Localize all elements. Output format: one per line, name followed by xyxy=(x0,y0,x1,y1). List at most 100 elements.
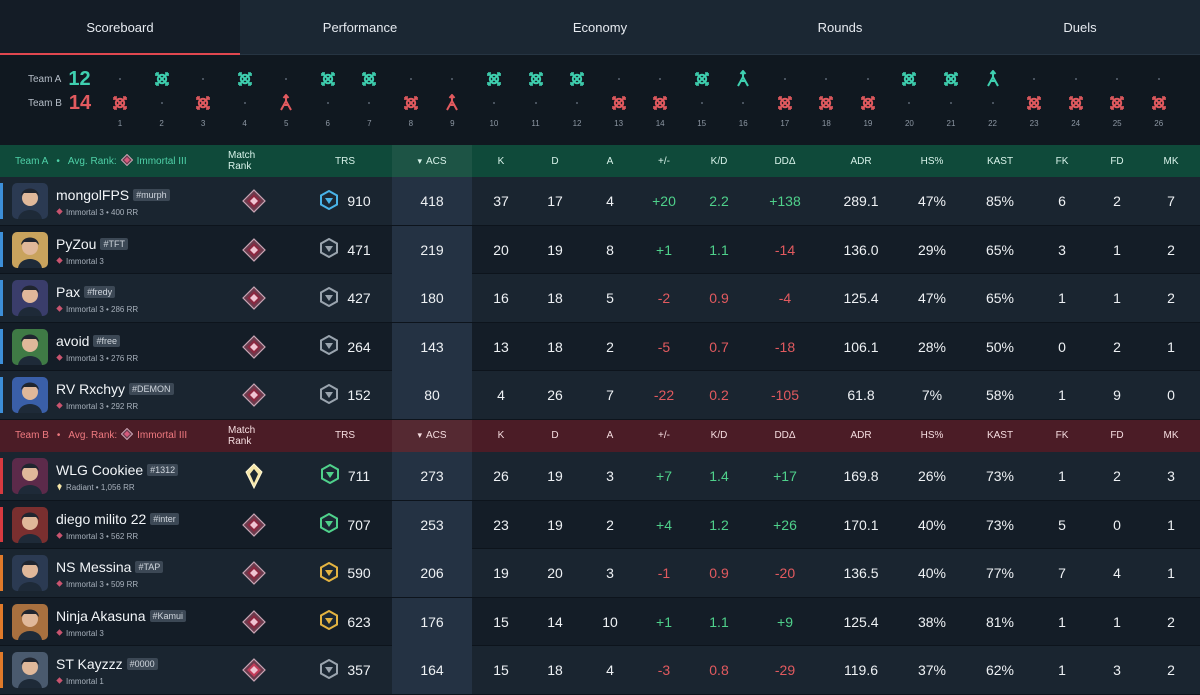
round-22[interactable]: 22 xyxy=(978,55,1008,145)
col-header-d[interactable]: D xyxy=(551,430,559,442)
round-3[interactable]: 3 xyxy=(188,55,218,145)
round-8[interactable]: 8 xyxy=(396,55,426,145)
stat-adr: 136.5 xyxy=(843,565,879,582)
round-11[interactable]: 11 xyxy=(521,55,551,145)
tab-economy[interactable]: Economy xyxy=(572,19,628,35)
col-header-dd[interactable]: DDΔ xyxy=(774,155,796,167)
col-header-pm[interactable]: +/- xyxy=(658,430,670,442)
round-4[interactable]: 4 xyxy=(230,55,260,145)
round-12[interactable]: 12 xyxy=(562,55,592,145)
player-name[interactable]: Pax xyxy=(56,284,81,301)
player-name[interactable]: NS Messina xyxy=(56,559,132,576)
player-row[interactable]: NS Messina #TAP Immortal 3 • 509 RR 590 206 1… xyxy=(0,549,1200,598)
round-10[interactable]: 10 xyxy=(479,55,509,145)
round-7[interactable]: 7 xyxy=(354,55,384,145)
round-13[interactable]: 13 xyxy=(604,55,634,145)
player-tag: #Kamui xyxy=(149,609,187,622)
round-16[interactable]: 16 xyxy=(728,55,758,145)
col-header-kast[interactable]: KAST xyxy=(986,155,1014,167)
round-20[interactable]: 20 xyxy=(894,55,924,145)
player-row[interactable]: Ninja Akasuna #Kamui Immortal 3 623 176 15 14 1… xyxy=(0,597,1200,647)
player-name[interactable]: diego milito 22 xyxy=(56,510,147,527)
round-18[interactable]: 18 xyxy=(811,55,841,145)
elimination-win-icon xyxy=(570,72,584,86)
player-name[interactable]: PyZou xyxy=(56,235,97,252)
round-6[interactable]: 6 xyxy=(313,55,343,145)
col-header-d[interactable]: D xyxy=(551,155,559,167)
player-row[interactable]: RV Rxchyy #DEMON Immortal 3 • 292 RR 152 80 4… xyxy=(0,371,1200,420)
col-header-pm[interactable]: +/- xyxy=(658,155,670,167)
col-header-k[interactable]: K xyxy=(497,430,505,442)
round-14[interactable]: 14 xyxy=(645,55,675,145)
tab-duels[interactable]: Duels xyxy=(1063,19,1097,35)
round-15[interactable]: 15 xyxy=(687,55,717,145)
elimination-win-icon xyxy=(694,72,709,86)
col-header-adr[interactable]: ADR xyxy=(850,155,872,167)
player-name[interactable]: ST Kayzzz xyxy=(56,656,123,673)
stat-pm: +1 xyxy=(656,613,672,630)
stat-fd: 0 xyxy=(1113,516,1121,533)
col-header-fd[interactable]: FD xyxy=(1110,155,1124,167)
player-row[interactable]: avoid #free Immortal 3 • 276 RR 264 143 13 18 2… xyxy=(0,322,1200,372)
round-23[interactable]: 23 xyxy=(1019,55,1049,145)
round-number: 18 xyxy=(821,119,831,128)
round-team-a-cell xyxy=(521,67,551,91)
col-header-fk[interactable]: FK xyxy=(1055,430,1069,442)
col-header-mk[interactable]: MK xyxy=(1163,430,1179,442)
tab-rounds[interactable]: Rounds xyxy=(817,19,863,35)
round-team-b-cell xyxy=(188,91,218,115)
col-header-label: ACS xyxy=(425,155,447,167)
round-21[interactable]: 21 xyxy=(936,55,966,145)
col-header-kast[interactable]: KAST xyxy=(986,430,1014,442)
tab-performance[interactable]: Performance xyxy=(322,19,398,35)
round-2[interactable]: 2 xyxy=(147,55,177,145)
col-header-kd[interactable]: K/D xyxy=(710,155,728,167)
round-17[interactable]: 17 xyxy=(770,55,800,145)
player-row[interactable]: Pax #fredy Immortal 3 • 286 RR 427 180 16 18 5 -… xyxy=(0,274,1200,323)
col-header-fd[interactable]: FD xyxy=(1110,430,1124,442)
player-name[interactable]: WLG Cookiee xyxy=(56,461,144,478)
round-25[interactable]: 25 xyxy=(1102,55,1132,145)
player-rank-line: Radiant • 1,056 RR xyxy=(56,483,135,493)
col-header-adr[interactable]: ADR xyxy=(850,430,872,442)
stat-mk: 1 xyxy=(1167,338,1175,355)
stat-dd: +26 xyxy=(773,516,797,533)
col-header-hs[interactable]: HS% xyxy=(920,430,944,442)
round-9[interactable]: 9 xyxy=(437,55,467,145)
col-header-k[interactable]: K xyxy=(497,155,505,167)
col-header-dd[interactable]: DDΔ xyxy=(774,430,796,442)
small-rank-icon xyxy=(56,208,63,217)
col-header-acs[interactable]: ▾ ACS xyxy=(392,145,472,177)
player-rank-line: Immortal 1 xyxy=(56,677,104,686)
col-header-mk[interactable]: MK xyxy=(1163,155,1179,167)
player-name[interactable]: avoid xyxy=(56,332,90,349)
col-header-acs[interactable]: ▾ ACS xyxy=(392,419,472,452)
col-header-a[interactable]: A xyxy=(606,430,614,442)
round-19[interactable]: 19 xyxy=(853,55,883,145)
col-header-trs[interactable]: TRS xyxy=(335,155,355,167)
round-number: 17 xyxy=(780,119,790,128)
player-name[interactable]: mongolFPS xyxy=(56,187,130,203)
col-header-kd[interactable]: K/D xyxy=(710,430,728,442)
round-number: 2 xyxy=(159,119,164,128)
col-header-hs[interactable]: HS% xyxy=(920,155,944,167)
round-1[interactable]: 1 xyxy=(105,55,135,145)
col-header-a[interactable]: A xyxy=(606,155,614,167)
player-row[interactable]: WLG Cookiee #1312 Radiant • 1,056 RR 711 273… xyxy=(0,451,1200,501)
round-24[interactable]: 24 xyxy=(1061,55,1091,145)
tab-scoreboard[interactable]: Scoreboard xyxy=(0,0,240,55)
player-name[interactable]: RV Rxchyy xyxy=(56,381,125,398)
round-26[interactable]: 26 xyxy=(1144,55,1174,145)
player-name[interactable]: Ninja Akasuna xyxy=(56,607,146,624)
round-5[interactable]: 5 xyxy=(271,55,301,145)
round-team-a-cell xyxy=(894,67,924,91)
col-header-trs[interactable]: TRS xyxy=(335,430,355,442)
col-header-fk[interactable]: FK xyxy=(1055,155,1069,167)
team-color-bar xyxy=(0,183,3,219)
stat-d: 19 xyxy=(547,241,563,258)
player-row[interactable]: PyZou #TFT Immortal 3 471 219 20 19 8 +1 1.1 -14 13… xyxy=(0,225,1200,275)
stat-adr: 106.1 xyxy=(843,338,879,355)
player-row[interactable]: mongolFPS #murph Immortal 3 • 400 RR 910 418… xyxy=(0,177,1200,226)
player-row[interactable]: diego milito 22 #inter Immortal 3 • 562 RR… xyxy=(0,500,1200,550)
player-row[interactable]: ST Kayzzz #0000 Immortal 1 357 164 15 18 4 -3 0.8… xyxy=(0,646,1200,695)
